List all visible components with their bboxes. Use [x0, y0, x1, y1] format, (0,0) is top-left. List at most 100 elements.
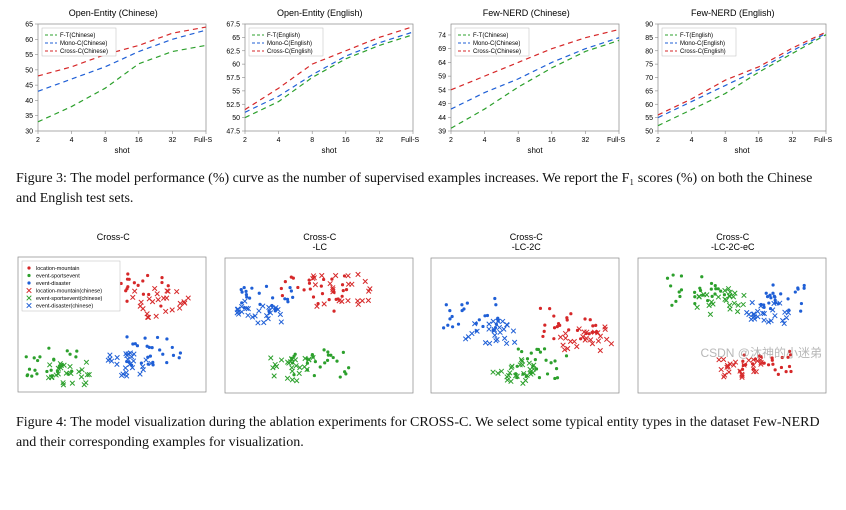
- svg-text:55: 55: [25, 52, 33, 59]
- svg-text:45: 45: [25, 83, 33, 90]
- svg-text:location-mountain: location-mountain: [36, 266, 79, 272]
- svg-text:shot: shot: [734, 146, 750, 155]
- svg-text:8: 8: [310, 137, 314, 144]
- chart-subtitle: -LC-2C: [425, 242, 628, 252]
- svg-text:60: 60: [25, 37, 33, 44]
- svg-text:Cross-C(Chinese): Cross-C(Chinese): [473, 49, 521, 55]
- svg-text:44: 44: [438, 115, 446, 122]
- svg-text:65: 65: [232, 35, 240, 42]
- svg-text:Full-Set: Full-Set: [400, 137, 418, 144]
- legend: location-mountainevent-sportseventevent-…: [22, 261, 120, 311]
- chart-subtitle: -LC: [219, 242, 422, 252]
- svg-text:50: 50: [232, 115, 240, 122]
- svg-text:Cross-C(English): Cross-C(English): [267, 49, 313, 55]
- legend: F-T(Chinese) Mono-C(Chinese) Cross-C(Chine…: [42, 28, 116, 56]
- svg-text:Full-Set: Full-Set: [194, 137, 212, 144]
- svg-text:65: 65: [25, 22, 33, 29]
- svg-text:2: 2: [243, 137, 247, 144]
- line-chart-panel: Few-NERD (English)5055606570758085902481…: [632, 8, 835, 155]
- chart-title: Cross-C: [219, 232, 422, 242]
- line-chart-panel: Few-NERD (Chinese)3944495459646974248163…: [425, 8, 628, 155]
- svg-text:Cross-C(English): Cross-C(English): [680, 49, 726, 55]
- svg-text:40: 40: [25, 98, 33, 105]
- chart-title: Few-NERD (English): [632, 8, 835, 18]
- svg-text:47.5: 47.5: [226, 129, 240, 136]
- series-line: [38, 45, 206, 121]
- svg-text:Mono-C(English): Mono-C(English): [680, 41, 725, 47]
- svg-text:32: 32: [169, 137, 177, 144]
- svg-text:Full-Set: Full-Set: [813, 137, 831, 144]
- svg-text:64: 64: [438, 60, 446, 67]
- svg-text:60: 60: [232, 62, 240, 69]
- svg-text:F-T(English): F-T(English): [680, 33, 713, 39]
- svg-text:50: 50: [645, 129, 653, 136]
- svg-text:16: 16: [548, 137, 556, 144]
- scatter-panel: Cross-C-LC-2C: [425, 232, 628, 399]
- svg-text:shot: shot: [114, 146, 130, 155]
- svg-text:32: 32: [788, 137, 796, 144]
- svg-text:4: 4: [483, 137, 487, 144]
- figure4-panels: Cross-Clocation-mountainevent-sportseven…: [12, 232, 834, 399]
- svg-text:59: 59: [438, 74, 446, 81]
- svg-text:57.5: 57.5: [226, 75, 240, 82]
- svg-text:39: 39: [438, 129, 446, 136]
- chart-title: Cross-C: [632, 232, 835, 242]
- svg-text:shot: shot: [527, 146, 543, 155]
- figure4-caption: Figure 4: The model visualization during…: [16, 413, 830, 454]
- svg-text:F-T(Chinese): F-T(Chinese): [60, 33, 95, 39]
- chart-title: Cross-C: [425, 232, 628, 242]
- svg-text:Cross-C(Chinese): Cross-C(Chinese): [60, 49, 108, 55]
- scatter-panel: Cross-C-LC-2C-eC: [632, 232, 835, 399]
- svg-text:49: 49: [438, 101, 446, 108]
- svg-text:event-sportsevent(chinese): event-sportsevent(chinese): [36, 296, 103, 302]
- svg-text:16: 16: [135, 137, 143, 144]
- svg-text:location-mountain(chinese): location-mountain(chinese): [36, 288, 102, 294]
- svg-text:8: 8: [516, 137, 520, 144]
- svg-text:Mono-C(Chinese): Mono-C(Chinese): [473, 41, 520, 47]
- svg-text:8: 8: [723, 137, 727, 144]
- svg-text:69: 69: [438, 46, 446, 53]
- legend: F-T(Chinese) Mono-C(Chinese) Cross-C(Chine…: [455, 28, 529, 56]
- chart-subtitle: -LC-2C-eC: [632, 242, 835, 252]
- figure3-panels: Open-Entity (Chinese) 30 35 40 45 50 55 60 65 2 4 8…: [12, 8, 834, 155]
- svg-text:60: 60: [645, 102, 653, 109]
- svg-text:F-T(English): F-T(English): [267, 33, 300, 39]
- svg-text:35: 35: [25, 113, 33, 120]
- svg-text:8: 8: [103, 137, 107, 144]
- svg-text:F-T(Chinese): F-T(Chinese): [473, 33, 508, 39]
- svg-text:32: 32: [375, 137, 383, 144]
- figure3-caption: Figure 3: The model performance (%) curv…: [16, 169, 830, 210]
- svg-text:67.5: 67.5: [226, 22, 240, 29]
- svg-text:2: 2: [36, 137, 40, 144]
- svg-text:Full-Set: Full-Set: [607, 137, 625, 144]
- svg-text:2: 2: [656, 137, 660, 144]
- svg-text:Mono-C(Chinese): Mono-C(Chinese): [60, 41, 107, 47]
- svg-text:55: 55: [232, 88, 240, 95]
- legend: F-T(English) Mono-C(English) Cross-C(Engli…: [662, 28, 736, 56]
- svg-text:85: 85: [645, 35, 653, 42]
- scatter-panel: Cross-C-LC: [219, 232, 422, 399]
- chart-title: Open-Entity (Chinese): [12, 8, 215, 18]
- scatter-panel: Cross-Clocation-mountainevent-sportseven…: [12, 232, 215, 399]
- svg-text:Mono-C(English): Mono-C(English): [267, 41, 312, 47]
- svg-text:2: 2: [449, 137, 453, 144]
- svg-text:event-disaster: event-disaster: [36, 281, 71, 287]
- svg-text:50: 50: [25, 67, 33, 74]
- chart-title: Cross-C: [12, 232, 215, 242]
- svg-text:16: 16: [754, 137, 762, 144]
- chart-title: Open-Entity (English): [219, 8, 422, 18]
- svg-text:54: 54: [438, 87, 446, 94]
- svg-text:shot: shot: [321, 146, 337, 155]
- svg-text:32: 32: [582, 137, 590, 144]
- svg-text:4: 4: [70, 137, 74, 144]
- svg-text:30: 30: [25, 129, 33, 136]
- svg-text:90: 90: [645, 22, 653, 29]
- svg-text:70: 70: [645, 75, 653, 82]
- line-chart-panel: Open-Entity (English)47.55052.55557.5606…: [219, 8, 422, 155]
- svg-text:event-disaster(chinese): event-disaster(chinese): [36, 303, 93, 309]
- svg-text:80: 80: [645, 48, 653, 55]
- line-chart: 5055606570758085902481632Full-SetshotF-T…: [632, 20, 832, 155]
- line-chart-panel: Open-Entity (Chinese) 30 35 40 45 50 55 60 65 2 4 8…: [12, 8, 215, 155]
- scatter-chart: [219, 254, 419, 399]
- svg-text:55: 55: [645, 115, 653, 122]
